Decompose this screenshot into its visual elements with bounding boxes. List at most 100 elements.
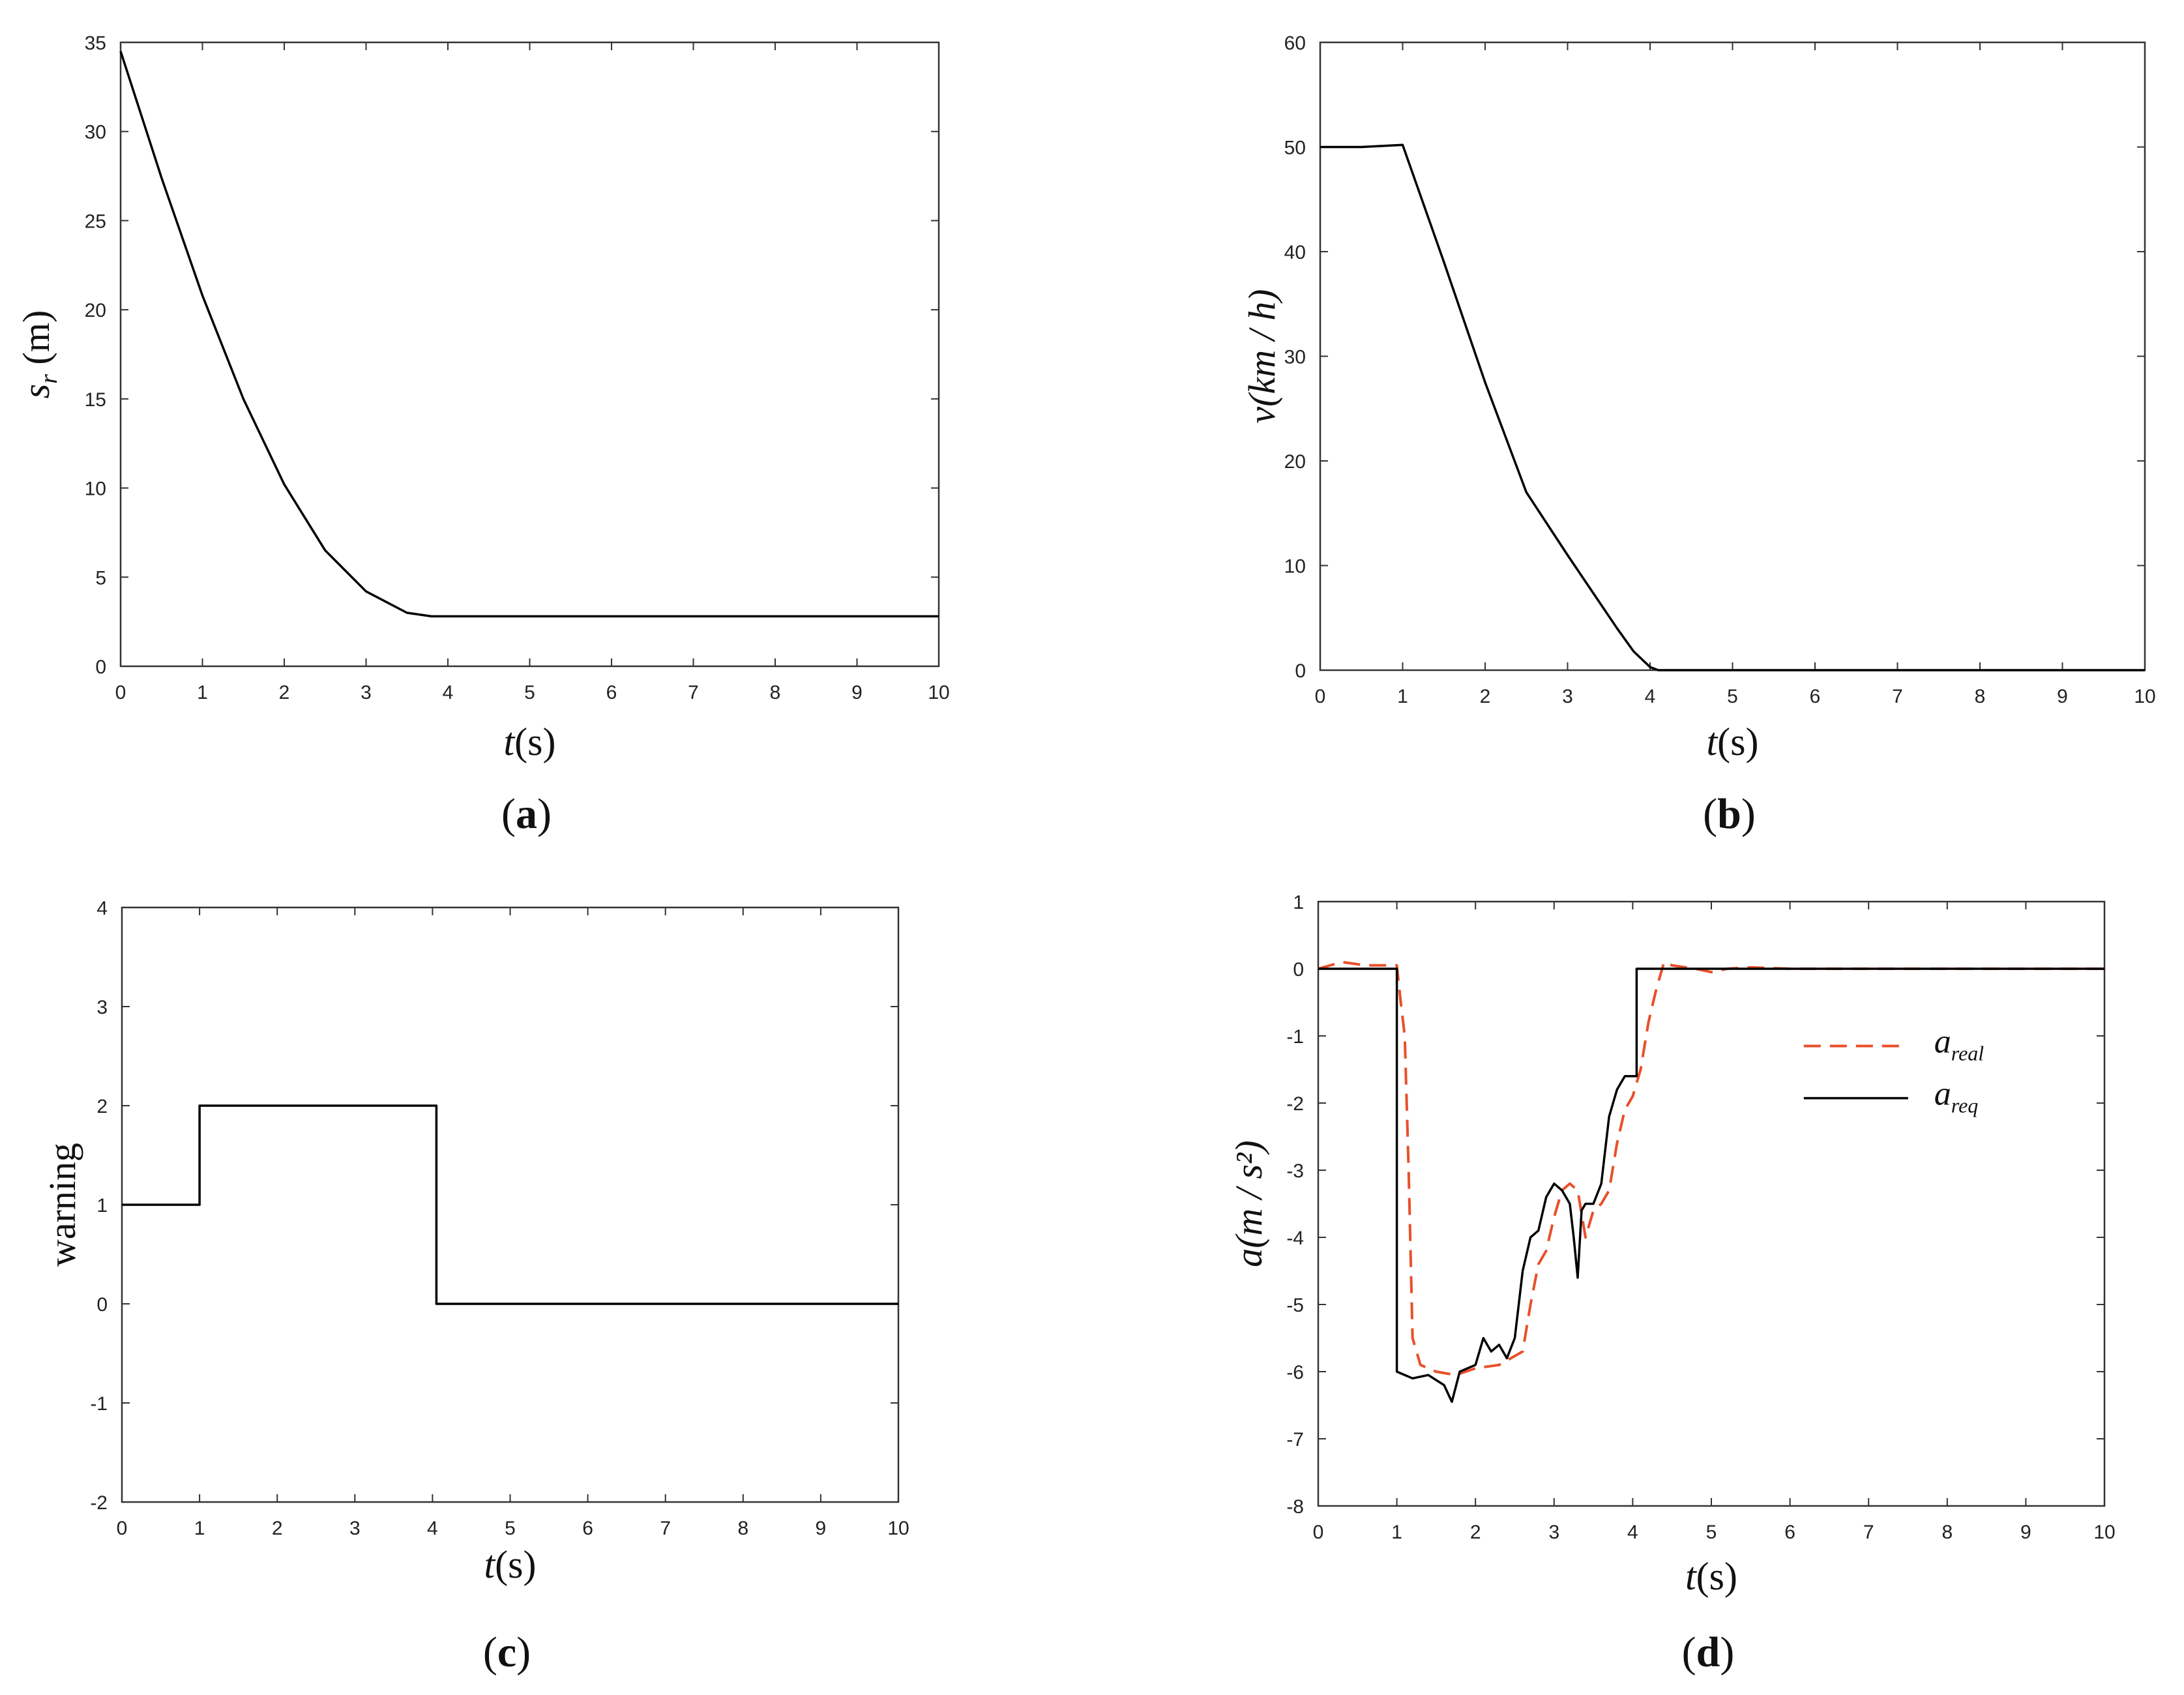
panel-caption: (c) bbox=[483, 1629, 531, 1676]
x-axis-label: t(s) bbox=[504, 720, 556, 763]
x-tick-label: 7 bbox=[660, 1518, 671, 1539]
y-axis-label: v(km / h) bbox=[1241, 289, 1283, 423]
x-tick-label: 9 bbox=[2020, 1522, 2031, 1543]
y-tick-label: 0 bbox=[1293, 959, 1304, 980]
y-tick-label: 2 bbox=[96, 1096, 108, 1117]
x-tick-label: 5 bbox=[505, 1518, 516, 1539]
x-tick-label: 0 bbox=[1315, 686, 1326, 707]
panel-caption: (d) bbox=[1682, 1629, 1735, 1676]
y-tick-label: 15 bbox=[85, 389, 106, 411]
panel-caption-letter: c bbox=[497, 1629, 516, 1676]
y-tick-label: 20 bbox=[1284, 451, 1306, 473]
y-tick-label: 25 bbox=[85, 211, 106, 232]
x-tick-label: 0 bbox=[115, 682, 126, 703]
x-axis-unit: (s) bbox=[514, 720, 555, 763]
y-tick-label: 0 bbox=[95, 656, 106, 678]
chart-panel-b: 0 1 2 3 4 5 6 7 8 9 10 0 10 20 30 40 50 60 t(s) v(km / h) (b… bbox=[1241, 33, 2156, 838]
y-tick-label: 40 bbox=[1284, 242, 1306, 263]
series-line-v bbox=[1320, 143, 2145, 671]
y-tick-label: -5 bbox=[1286, 1295, 1304, 1316]
legend: areal areq bbox=[1803, 1023, 1984, 1117]
y-tick-label: 20 bbox=[85, 300, 106, 321]
y-tick-label: 4 bbox=[96, 898, 108, 919]
x-tick-label: 4 bbox=[427, 1518, 438, 1539]
x-tick-label: 2 bbox=[1480, 686, 1491, 707]
plot-frame bbox=[1319, 41, 2146, 671]
y-tick-label: 0 bbox=[1295, 660, 1306, 682]
y-tick-label: 30 bbox=[1284, 347, 1306, 368]
x-tick-label: 2 bbox=[272, 1518, 283, 1539]
chart-panel-c: 0 1 2 3 4 5 6 7 8 9 10 -2 -1 0 1 2 3 4 t(s) warning (c) bbox=[41, 898, 909, 1676]
y-tick-label: -1 bbox=[1286, 1026, 1304, 1048]
x-tick-label: 8 bbox=[770, 682, 781, 703]
x-tick-label: 4 bbox=[1627, 1522, 1638, 1543]
y-tick-label: 50 bbox=[1284, 138, 1306, 159]
x-axis-label: t(s) bbox=[484, 1543, 537, 1586]
y-axis-label: sr (m) bbox=[15, 310, 63, 399]
x-axis-label: t(s) bbox=[1685, 1555, 1737, 1598]
y-tick-label: -3 bbox=[1286, 1160, 1304, 1182]
x-tick-label: 9 bbox=[816, 1518, 827, 1539]
y-tick-label: -8 bbox=[1286, 1496, 1304, 1518]
x-tick-label: 1 bbox=[1391, 1522, 1402, 1543]
x-tick-label: 10 bbox=[2134, 686, 2155, 707]
x-tick-label: 9 bbox=[851, 682, 863, 703]
x-tick-label: 8 bbox=[737, 1518, 748, 1539]
y-tick-label: -2 bbox=[90, 1492, 108, 1514]
x-axis-unit: (s) bbox=[1717, 720, 1758, 763]
x-tick-label: 6 bbox=[582, 1518, 593, 1539]
x-tick-label: 1 bbox=[1397, 686, 1408, 707]
x-tick-label: 6 bbox=[1810, 686, 1821, 707]
y-tick-label: 0 bbox=[96, 1294, 108, 1316]
y-tick-label: -7 bbox=[1286, 1429, 1304, 1451]
y-axis-label: a(m / s²) bbox=[1228, 1140, 1270, 1267]
x-tick-label: 10 bbox=[928, 682, 949, 703]
x-tick-label: 2 bbox=[1470, 1522, 1481, 1543]
x-tick-label: 8 bbox=[1941, 1522, 1953, 1543]
x-tick-label: 3 bbox=[349, 1518, 361, 1539]
y-tick-label: -4 bbox=[1286, 1228, 1304, 1249]
y-tick-label: -6 bbox=[1286, 1362, 1304, 1383]
chart-panel-a: 0 1 2 3 4 5 6 7 8 9 10 0 5 10 15 20 25 30 35 t(s) sr (m) (a) bbox=[15, 33, 950, 838]
x-axis-unit: (s) bbox=[495, 1543, 536, 1586]
x-tick-label: 9 bbox=[2057, 686, 2068, 707]
y-tick-label: 30 bbox=[85, 122, 106, 143]
x-tick-label: 10 bbox=[2093, 1522, 2115, 1543]
x-tick-label: 5 bbox=[1706, 1522, 1717, 1543]
x-axis-var: t bbox=[1685, 1555, 1697, 1598]
y-tick-label: 60 bbox=[1284, 33, 1306, 54]
x-tick-label: 8 bbox=[1975, 686, 1986, 707]
x-tick-label: 6 bbox=[606, 682, 617, 703]
panel-caption: (a) bbox=[501, 790, 552, 838]
x-tick-label: 3 bbox=[1562, 686, 1573, 707]
series-line-warning bbox=[122, 1104, 898, 1305]
x-tick-label: 6 bbox=[1784, 1522, 1795, 1543]
x-tick-label: 3 bbox=[361, 682, 372, 703]
x-tick-label: 4 bbox=[443, 682, 454, 703]
y-axis-label: warning bbox=[41, 1143, 83, 1267]
y-tick-label: 10 bbox=[1284, 556, 1306, 578]
x-tick-label: 1 bbox=[197, 682, 208, 703]
x-tick-label: 7 bbox=[688, 682, 699, 703]
x-tick-label: 3 bbox=[1548, 1522, 1559, 1543]
y-tick-label: 1 bbox=[1293, 892, 1304, 913]
x-tick-label: 7 bbox=[1892, 686, 1903, 707]
y-tick-label: 1 bbox=[96, 1195, 108, 1216]
x-tick-label: 0 bbox=[117, 1518, 128, 1539]
y-tick-label: -1 bbox=[90, 1393, 108, 1415]
y-tick-label: 10 bbox=[85, 479, 106, 500]
x-tick-label: 2 bbox=[279, 682, 290, 703]
panel-caption-letter: d bbox=[1696, 1629, 1720, 1676]
legend-label-real: areal bbox=[1934, 1023, 1984, 1065]
x-axis-var: t bbox=[504, 720, 516, 763]
y-tick-label: -2 bbox=[1286, 1093, 1304, 1115]
series-line-a-req bbox=[1318, 967, 2104, 1404]
x-tick-label: 10 bbox=[887, 1518, 909, 1539]
x-axis-var: t bbox=[484, 1543, 496, 1586]
plot-frame bbox=[121, 906, 900, 1503]
panel-caption-letter: a bbox=[516, 790, 537, 838]
x-tick-label: 4 bbox=[1645, 686, 1656, 707]
x-tick-label: 7 bbox=[1863, 1522, 1874, 1543]
panel-caption: (b) bbox=[1703, 790, 1756, 838]
